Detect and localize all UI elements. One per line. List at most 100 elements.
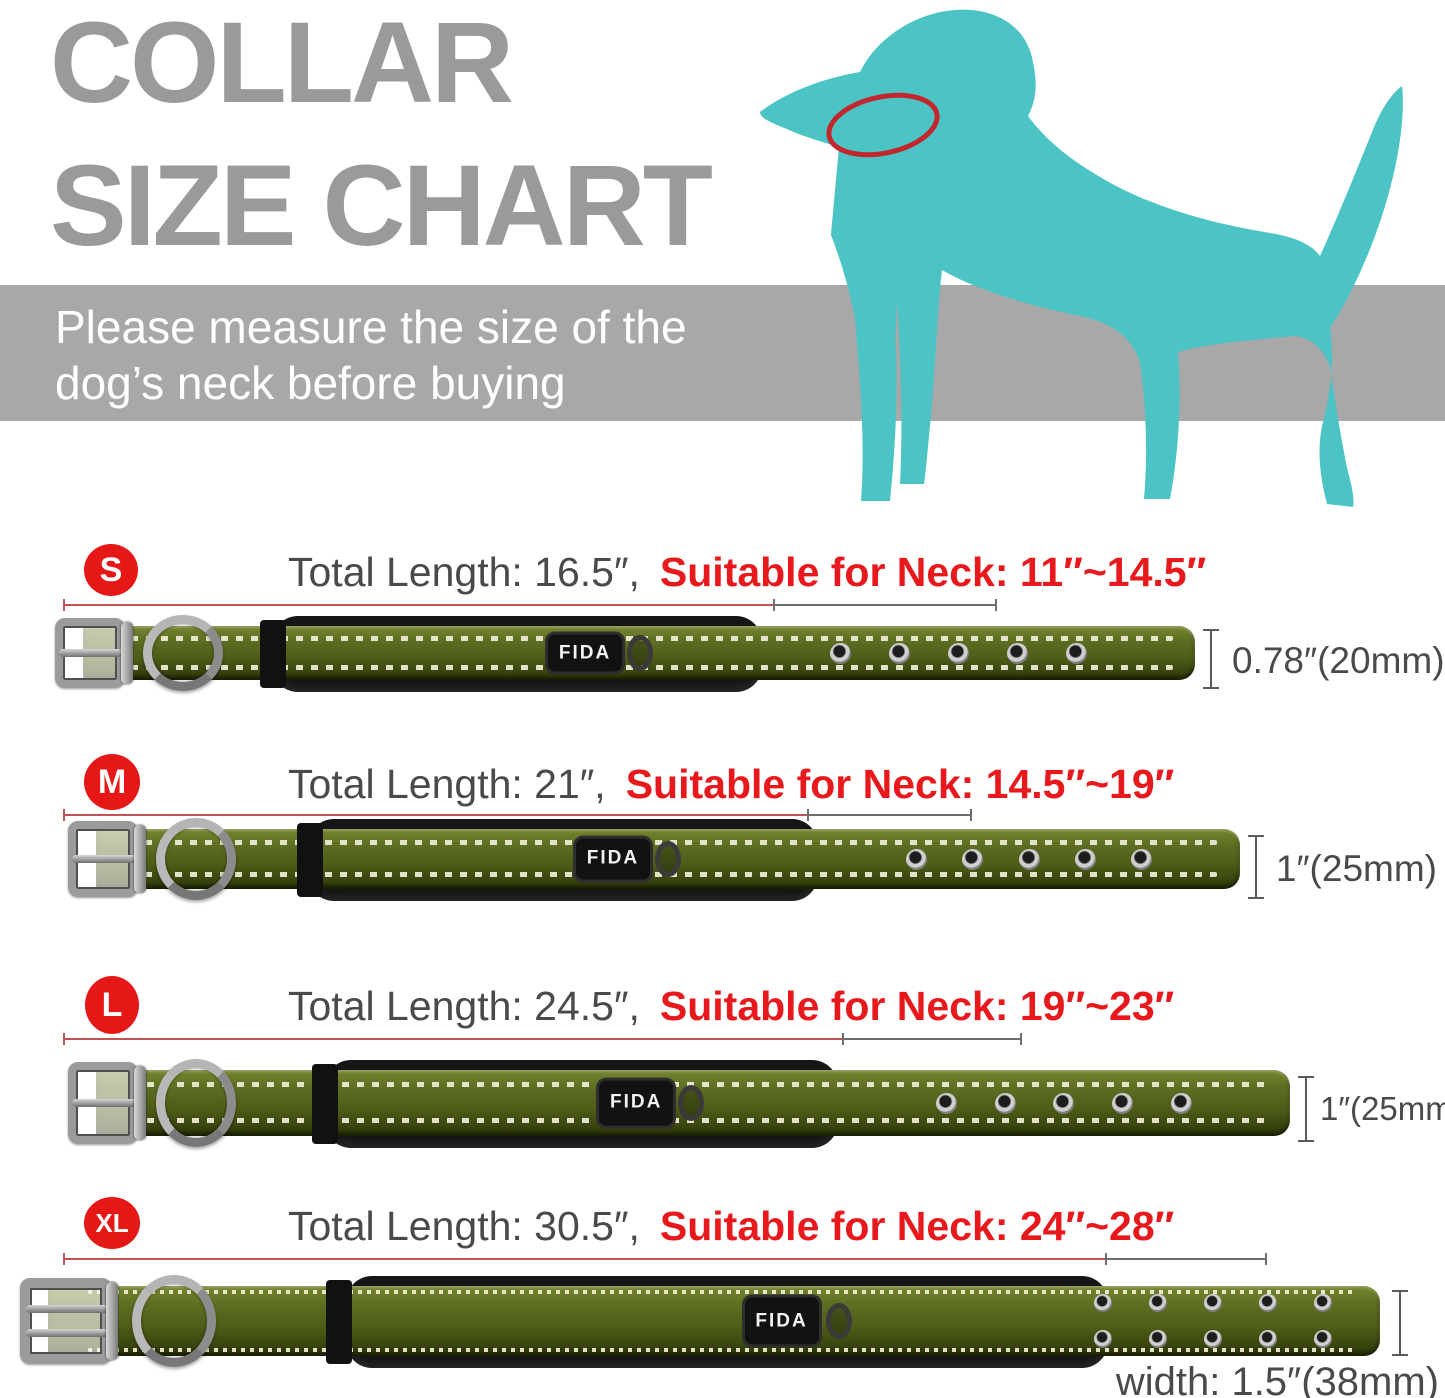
eyelet-row	[935, 1068, 1193, 1138]
slide-bar	[106, 1282, 118, 1360]
eyelet	[994, 1092, 1016, 1114]
measure-line-s	[0, 598, 1445, 612]
d-ring	[156, 1059, 236, 1147]
eyelet	[1112, 1092, 1134, 1114]
stitch-line-bottom	[87, 1347, 1354, 1352]
dog-silhouette-icon	[760, 9, 1403, 507]
d-ring	[143, 615, 223, 691]
width-label-l: 1″(25mm)	[1320, 1090, 1445, 1127]
eyelet	[1149, 1294, 1168, 1313]
width-bracket-xl	[1392, 1290, 1408, 1356]
eyelet-row-top	[1094, 1287, 1333, 1320]
instruction-text-line2: dog’s neck before buying	[55, 357, 566, 409]
neck-range-label-l: Suitable for Neck: 19″~23″	[659, 983, 1175, 1029]
brand-patch-ring	[825, 1303, 852, 1339]
size-badge-l: L	[85, 976, 139, 1034]
brand-label: FIDA	[558, 641, 612, 663]
brand-patch-ring	[654, 841, 681, 877]
eyelet	[1149, 1329, 1168, 1348]
total-length-label-l: Total Length: 24.5″,	[288, 983, 640, 1029]
collar-image-xl: FIDA	[20, 1275, 1380, 1368]
measure-line-total-l	[63, 1033, 842, 1045]
width-bracket-m	[1248, 835, 1264, 899]
instruction-text: Please measure the size of the dog’s neck…	[55, 299, 687, 411]
slide-bar	[121, 622, 133, 684]
eyelet	[1053, 1092, 1075, 1114]
neck-range-label-m: Suitable for Neck: 14.5″~19″	[625, 761, 1175, 807]
reflective-stripe-bottom	[131, 1117, 1267, 1123]
width-bracket-l	[1298, 1076, 1314, 1142]
neck-range-label-xl: Suitable for Neck: 24″~28″	[659, 1203, 1175, 1249]
eyelet	[1094, 1329, 1113, 1348]
page-title: COLLAR SIZE CHART	[50, 0, 713, 277]
measure-line-l	[0, 1032, 1445, 1046]
eyelet	[830, 642, 852, 664]
slide-bar	[134, 825, 146, 893]
buckle	[20, 1278, 112, 1364]
stitch-line-top	[87, 1290, 1354, 1295]
measure-line-total-m	[63, 809, 807, 821]
eyelet-row-bottom	[1094, 1323, 1333, 1356]
measure-line-total-s	[63, 599, 773, 611]
buckle-prong	[26, 1305, 112, 1314]
instruction-text-line1: Please measure the size of the	[55, 301, 687, 353]
measure-line-total-xl	[63, 1253, 1105, 1265]
reflective-stripe-top	[131, 1081, 1267, 1087]
total-length-label-m: Total Length: 21″,	[288, 761, 606, 807]
brand-label: FIDA	[610, 1091, 663, 1113]
brand-label: FIDA	[586, 847, 640, 869]
total-length-label-s: Total Length: 16.5″,	[288, 549, 640, 595]
row-caption-xl: Total Length: 30.5″, Suitable for Neck: 2…	[288, 1203, 1174, 1250]
eyelet	[905, 848, 927, 870]
measure-line-xl	[0, 1252, 1445, 1266]
eyelet	[947, 642, 969, 664]
eyelet	[1204, 1294, 1223, 1313]
size-badge-xl: XL	[84, 1197, 140, 1249]
eyelet	[1314, 1329, 1333, 1348]
width-label-xl: width: 1.5″(38mm)	[1115, 1360, 1439, 1398]
keeper-band	[312, 1064, 339, 1144]
row-caption-l: Total Length: 24.5″, Suitable for Neck: 1…	[288, 983, 1174, 1030]
eyelet	[1018, 848, 1040, 870]
eyelet	[1259, 1294, 1278, 1313]
brand-label: FIDA	[755, 1309, 808, 1331]
neck-measure-ellipse	[826, 92, 940, 158]
width-bracket-s	[1203, 629, 1219, 689]
neck-range-label-s: Suitable for Neck: 11″~14.5″	[659, 549, 1207, 595]
d-ring	[132, 1275, 216, 1367]
buckle-prong	[72, 1099, 140, 1107]
eyelet-row	[905, 827, 1153, 891]
measure-line-m	[0, 808, 1445, 822]
collar-image-s: FIDA	[55, 615, 1195, 692]
brand-patch-ring	[678, 1085, 705, 1121]
brand-patch: FIDA	[741, 1294, 822, 1348]
eyelet	[1006, 642, 1028, 664]
buckle-prong	[72, 855, 140, 863]
brand-patch: FIDA	[572, 835, 653, 883]
eyelet	[1074, 848, 1096, 870]
d-ring	[156, 818, 236, 900]
eyelet	[962, 848, 984, 870]
eyelet	[1259, 1329, 1278, 1348]
collar-image-l: FIDA	[68, 1059, 1290, 1148]
row-caption-s: Total Length: 16.5″, Suitable for Neck: 1…	[288, 549, 1206, 596]
width-label-m: 1″(25mm)	[1275, 848, 1437, 889]
size-badge-m: M	[84, 754, 140, 810]
eyelet	[1065, 642, 1087, 664]
eyelet-row	[830, 624, 1087, 682]
page-title-line2: SIZE CHART	[50, 141, 713, 270]
eyelet	[1314, 1294, 1333, 1313]
measure-line-neck-xl	[1105, 1253, 1267, 1265]
collar-image-m: FIDA	[68, 818, 1240, 901]
keeper-band	[296, 823, 323, 897]
eyelet	[889, 642, 911, 664]
brand-patch-ring	[627, 635, 654, 671]
total-length-label-xl: Total Length: 30.5″,	[288, 1203, 640, 1249]
buckle	[68, 821, 140, 897]
eyelet	[1171, 1092, 1193, 1114]
row-caption-m: Total Length: 21″, Suitable for Neck: 14.…	[288, 761, 1174, 808]
size-badge-s: S	[84, 544, 138, 596]
slide-bar	[134, 1066, 146, 1140]
buckle	[55, 618, 127, 688]
